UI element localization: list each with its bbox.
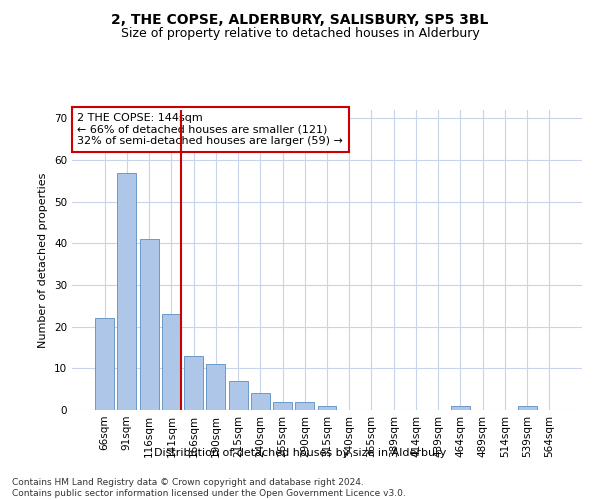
Bar — [162, 314, 181, 410]
Bar — [184, 356, 203, 410]
Bar — [273, 402, 292, 410]
Bar — [295, 402, 314, 410]
Text: Distribution of detached houses by size in Alderbury: Distribution of detached houses by size … — [154, 448, 446, 458]
Text: 2 THE COPSE: 144sqm
← 66% of detached houses are smaller (121)
32% of semi-detac: 2 THE COPSE: 144sqm ← 66% of detached ho… — [77, 113, 343, 146]
Bar — [140, 239, 158, 410]
Bar — [317, 406, 337, 410]
Bar — [206, 364, 225, 410]
Bar — [451, 406, 470, 410]
Bar — [251, 394, 270, 410]
Bar — [95, 318, 114, 410]
Text: 2, THE COPSE, ALDERBURY, SALISBURY, SP5 3BL: 2, THE COPSE, ALDERBURY, SALISBURY, SP5 … — [112, 12, 488, 26]
Bar — [229, 381, 248, 410]
Text: Contains HM Land Registry data © Crown copyright and database right 2024.
Contai: Contains HM Land Registry data © Crown c… — [12, 478, 406, 498]
Text: Size of property relative to detached houses in Alderbury: Size of property relative to detached ho… — [121, 28, 479, 40]
Bar — [118, 172, 136, 410]
Bar — [518, 406, 536, 410]
Y-axis label: Number of detached properties: Number of detached properties — [38, 172, 49, 348]
